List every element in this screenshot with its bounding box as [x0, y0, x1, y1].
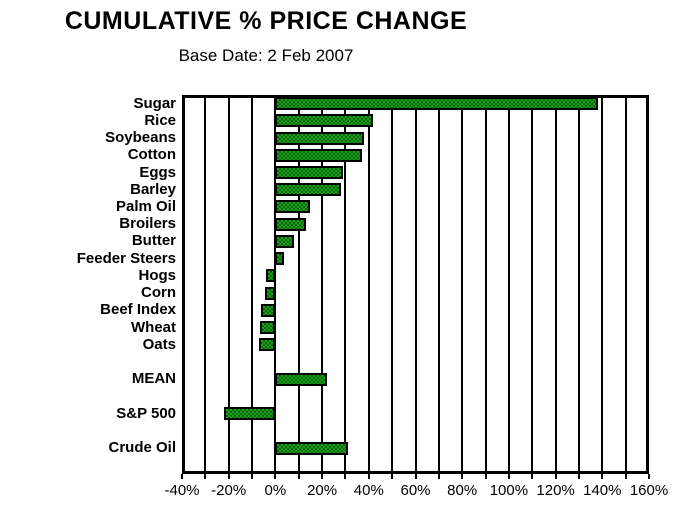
x-tick-label-0: 0% [264, 482, 287, 499]
x-tick-0 [274, 474, 277, 479]
x-tick--20 [227, 474, 230, 479]
x-tick-40 [367, 474, 370, 479]
x-tick-100 [507, 474, 510, 479]
x-tick-label-60: 60% [400, 482, 431, 499]
category-label-butter: Butter [131, 232, 176, 250]
bar-corn [264, 286, 276, 300]
category-label-rice: Rice [144, 111, 176, 129]
x-tick-label-20: -20% [211, 482, 247, 499]
category-label-mean: MEAN [131, 370, 176, 388]
chart-subtitle: Base Date: 2 Feb 2007 [178, 46, 354, 65]
category-label-oats: Oats [142, 335, 176, 353]
category-label-broilers: Broilers [119, 215, 176, 233]
x-tick-20 [321, 474, 324, 479]
category-label-hogs: Hogs [138, 266, 177, 284]
category-label-corn: Corn [141, 284, 176, 302]
bar-sugar [275, 97, 598, 111]
category-label-crude-oil: Crude Oil [108, 439, 176, 457]
gridline--20 [227, 95, 230, 474]
gridline-100 [507, 95, 510, 474]
gridline-130 [577, 95, 580, 474]
category-label-barley: Barley [130, 180, 176, 198]
chart-title: CUMULATIVE % PRICE CHANGE [64, 7, 468, 35]
gridline--30 [204, 95, 207, 474]
bar-s-p-500 [224, 407, 276, 421]
gridline-140 [601, 95, 604, 474]
x-tick-130 [577, 474, 580, 479]
category-label-feeder-steers: Feeder Steers [76, 249, 176, 267]
gridline-110 [531, 95, 534, 474]
bar-broilers [275, 217, 306, 231]
gridline-0 [274, 95, 277, 474]
category-label-soybeans: Soybeans [105, 129, 176, 147]
bar-feeder-steers [275, 252, 284, 266]
x-tick-label-40: 40% [353, 482, 384, 499]
gridline-10 [297, 95, 300, 474]
x-tick-label-20: 20% [307, 482, 338, 499]
x-tick-50 [391, 474, 394, 479]
x-tick--40 [181, 474, 183, 479]
x-tick--10 [251, 474, 254, 479]
gridline-120 [554, 95, 557, 474]
bar-barley [275, 183, 341, 197]
bar-cotton [275, 148, 362, 162]
bar-palm-oil [275, 200, 311, 214]
x-tick-120 [554, 474, 557, 479]
bar-crude-oil [275, 441, 348, 455]
category-label-s-p-500: S&P 500 [116, 404, 176, 422]
x-tick-60 [414, 474, 417, 479]
bar-butter [275, 234, 295, 248]
bar-rice [275, 114, 374, 128]
gridline-70 [437, 95, 440, 474]
x-tick-label-160: 160% [629, 482, 669, 499]
gridline-60 [414, 95, 417, 474]
category-label-palm-oil: Palm Oil [115, 197, 176, 215]
gridline--10 [251, 95, 254, 474]
x-tick-70 [437, 474, 440, 479]
x-tick-label-120: 120% [536, 482, 575, 499]
x-tick-110 [531, 474, 534, 479]
bar-eggs [275, 166, 344, 180]
x-tick-label-80: 80% [447, 482, 478, 499]
category-label-wheat: Wheat [131, 318, 176, 336]
gridline-30 [344, 95, 347, 474]
x-tick-140 [601, 474, 604, 479]
bar-wheat [260, 321, 276, 335]
x-tick-label-40: -40% [164, 482, 200, 499]
gridline-40 [367, 95, 370, 474]
x-tick-10 [297, 474, 300, 479]
x-tick-150 [624, 474, 627, 479]
bar-beef-index [261, 303, 276, 317]
category-label-eggs: Eggs [139, 163, 176, 181]
category-label-cotton: Cotton [127, 146, 176, 164]
x-tick-160 [648, 474, 650, 479]
gridline-150 [624, 95, 627, 474]
x-tick-label-100: 100% [489, 482, 529, 499]
gridline-80 [461, 95, 464, 474]
bar-hogs [266, 269, 276, 283]
bar-mean [275, 372, 327, 386]
gridline-50 [391, 95, 394, 474]
x-tick--30 [204, 474, 207, 479]
gridline-20 [321, 95, 324, 474]
bar-oats [259, 338, 276, 352]
gridline-90 [484, 95, 487, 474]
x-tick-30 [344, 474, 347, 479]
category-label-sugar: Sugar [133, 94, 176, 112]
bar-soybeans [275, 131, 365, 145]
x-tick-label-140: 140% [583, 482, 622, 499]
x-tick-90 [484, 474, 487, 479]
x-tick-80 [461, 474, 464, 479]
category-label-beef-index: Beef Index [100, 301, 176, 319]
